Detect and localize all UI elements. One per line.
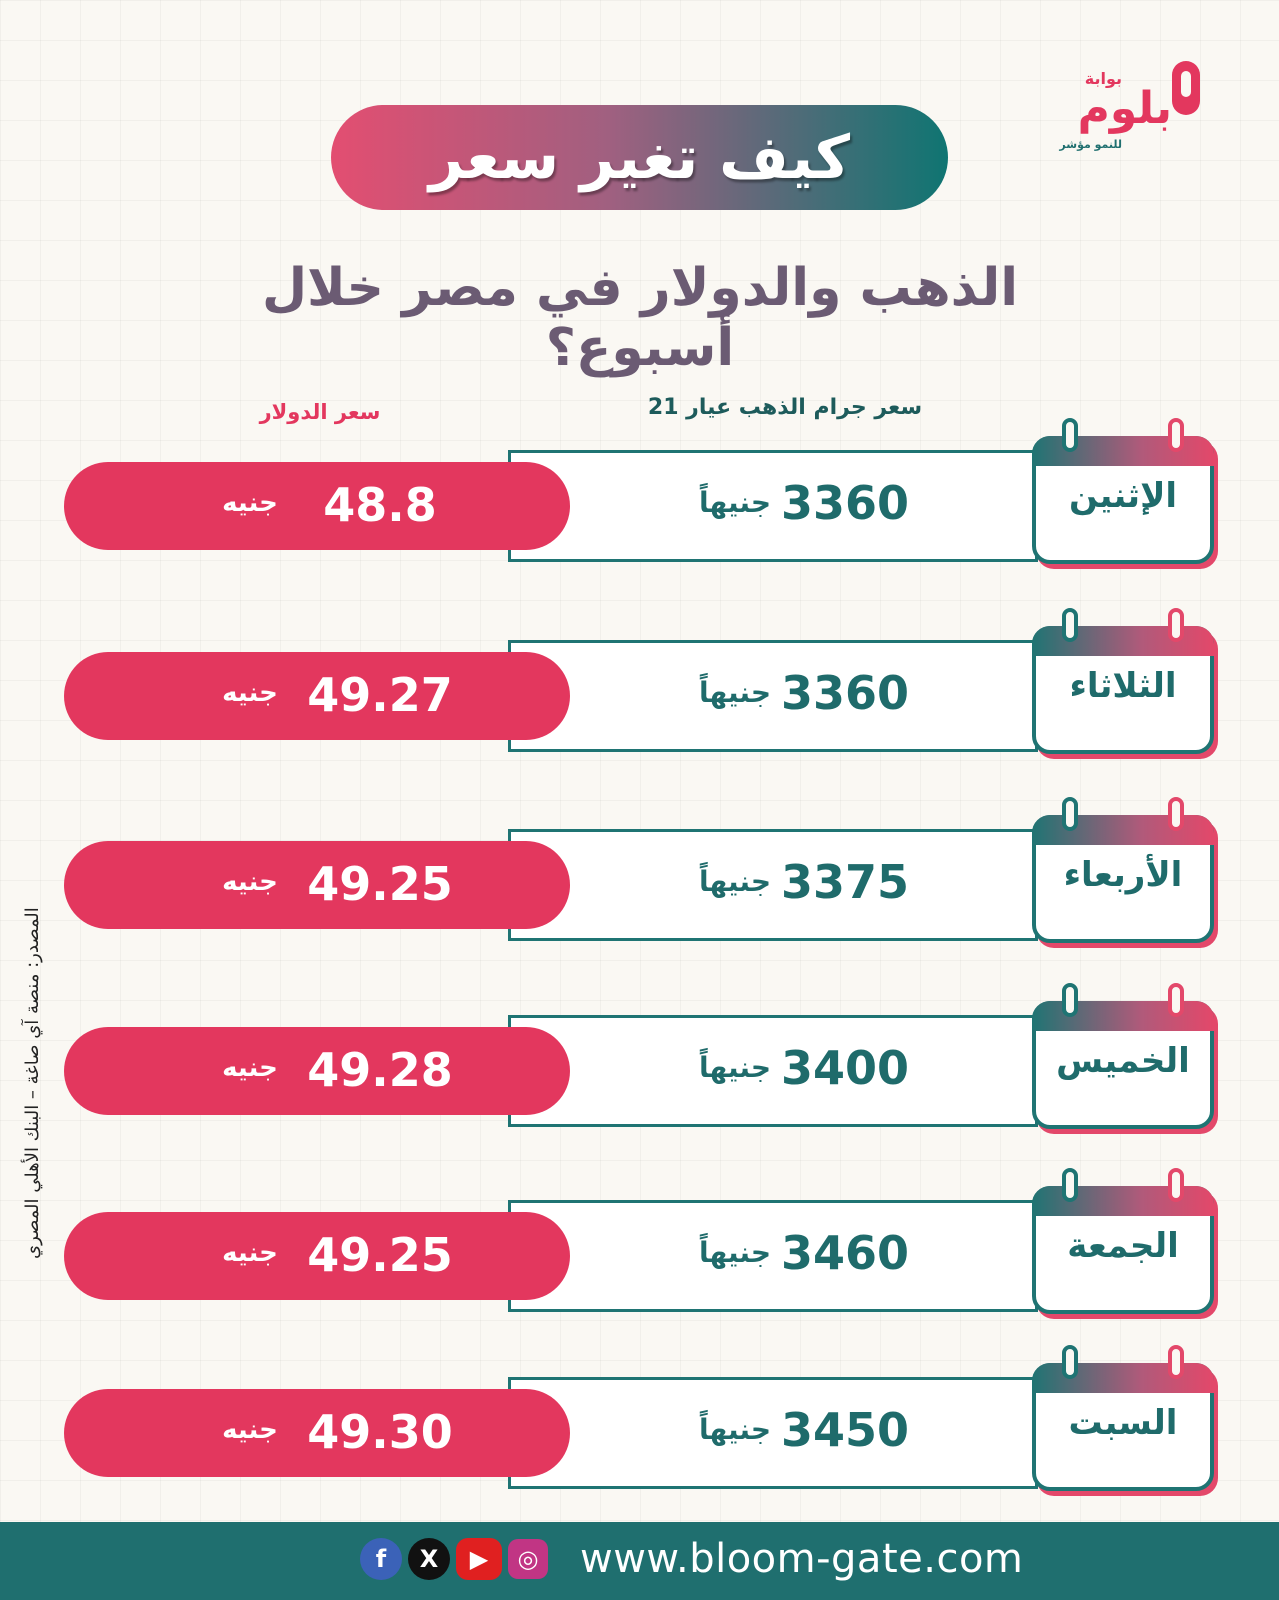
brand-portal-label: بوابة — [1084, 69, 1122, 88]
page-subtitle: الذهب والدولار في مصر خلال أسبوع؟ — [261, 258, 1019, 378]
gold-price-box — [508, 640, 1038, 752]
gold-price-unit: جنيهاً — [698, 1236, 772, 1269]
day-label: الجمعة — [1067, 1226, 1179, 1266]
day-label: الأربعاء — [1063, 855, 1183, 895]
price-row: الخميس 3400 جنيهاً 49.28 جنيه — [0, 983, 1279, 1143]
usd-price-pill — [64, 652, 570, 740]
usd-column-header: سعر الدولار — [259, 400, 381, 424]
gold-price-value: 3375 — [780, 855, 910, 909]
usd-price-unit: جنيه — [222, 488, 278, 518]
gold-price-value: 3400 — [780, 1041, 910, 1095]
day-label: الثلاثاء — [1069, 666, 1177, 706]
usd-price-value: 48.8 — [323, 478, 437, 532]
price-row: الأربعاء 3375 جنيهاً 49.25 جنيه — [0, 797, 1279, 957]
usd-price-value: 49.30 — [307, 1405, 453, 1459]
calendar-icon: الجمعة — [1032, 1168, 1220, 1318]
brand-logo: بوابة بلوم للنمو مؤشر — [1030, 55, 1200, 155]
gold-price-unit: جنيهاً — [698, 1051, 772, 1084]
website-link[interactable]: www.bloom-gate.com — [580, 1536, 1024, 1582]
brand-name: بلوم — [1077, 83, 1172, 134]
gold-price-unit: جنيهاً — [698, 676, 772, 709]
calendar-icon: الخميس — [1032, 983, 1220, 1133]
day-label: السبت — [1068, 1403, 1178, 1443]
usd-price-value: 49.28 — [307, 1043, 453, 1097]
calendar-icon: الأربعاء — [1032, 797, 1220, 947]
gold-price-value: 3450 — [780, 1403, 910, 1457]
usd-price-pill — [64, 1027, 570, 1115]
calendar-icon: السبت — [1032, 1345, 1220, 1495]
youtube-icon[interactable]: ▶ — [456, 1538, 502, 1580]
usd-price-value: 49.25 — [307, 857, 453, 911]
price-row: الثلاثاء 3360 جنيهاً 49.27 جنيه — [0, 608, 1279, 768]
calendar-icon: الثلاثاء — [1032, 608, 1220, 758]
facebook-icon[interactable]: f — [360, 1538, 402, 1580]
usd-price-unit: جنيه — [222, 1053, 278, 1083]
usd-price-pill — [64, 841, 570, 929]
gold-price-value: 3460 — [780, 1226, 910, 1280]
footer-bar: f X ▶ ◎ www.bloom-gate.com — [0, 1522, 1279, 1600]
gold-column-header: سعر جرام الذهب عيار 21 — [647, 395, 923, 420]
price-row: الإثنين 3360 جنيهاً 48.8 جنيه — [0, 418, 1279, 578]
usd-price-value: 49.25 — [307, 1228, 453, 1282]
gold-price-box — [508, 1200, 1038, 1312]
gold-price-unit: جنيهاً — [698, 486, 772, 519]
microphone-icon — [1172, 61, 1200, 115]
price-row: السبت 3450 جنيهاً 49.30 جنيه — [0, 1345, 1279, 1505]
price-row: الجمعة 3460 جنيهاً 49.25 جنيه — [0, 1168, 1279, 1328]
usd-price-pill — [64, 1389, 570, 1477]
usd-price-unit: جنيه — [222, 1415, 278, 1445]
instagram-icon[interactable]: ◎ — [508, 1539, 548, 1579]
day-label: الإثنين — [1068, 476, 1178, 516]
gold-price-value: 3360 — [780, 476, 910, 530]
usd-price-unit: جنيه — [222, 1238, 278, 1268]
usd-price-pill — [64, 462, 570, 550]
calendar-icon: الإثنين — [1032, 418, 1220, 568]
day-label: الخميس — [1056, 1041, 1190, 1081]
gold-price-box — [508, 450, 1038, 562]
gold-price-box — [508, 1015, 1038, 1127]
brand-tagline: للنمو مؤشر — [1059, 138, 1122, 151]
usd-price-unit: جنيه — [222, 867, 278, 897]
gold-price-unit: جنيهاً — [698, 1413, 772, 1446]
page-title: كيف تغير سعر — [331, 105, 948, 210]
source-note: المصدر: منصة آي صاغة – البنك الأهلي المص… — [22, 907, 43, 1259]
usd-price-value: 49.27 — [307, 668, 453, 722]
usd-price-pill — [64, 1212, 570, 1300]
gold-price-unit: جنيهاً — [698, 865, 772, 898]
usd-price-unit: جنيه — [222, 678, 278, 708]
gold-price-value: 3360 — [780, 666, 910, 720]
x-icon[interactable]: X — [408, 1538, 450, 1580]
